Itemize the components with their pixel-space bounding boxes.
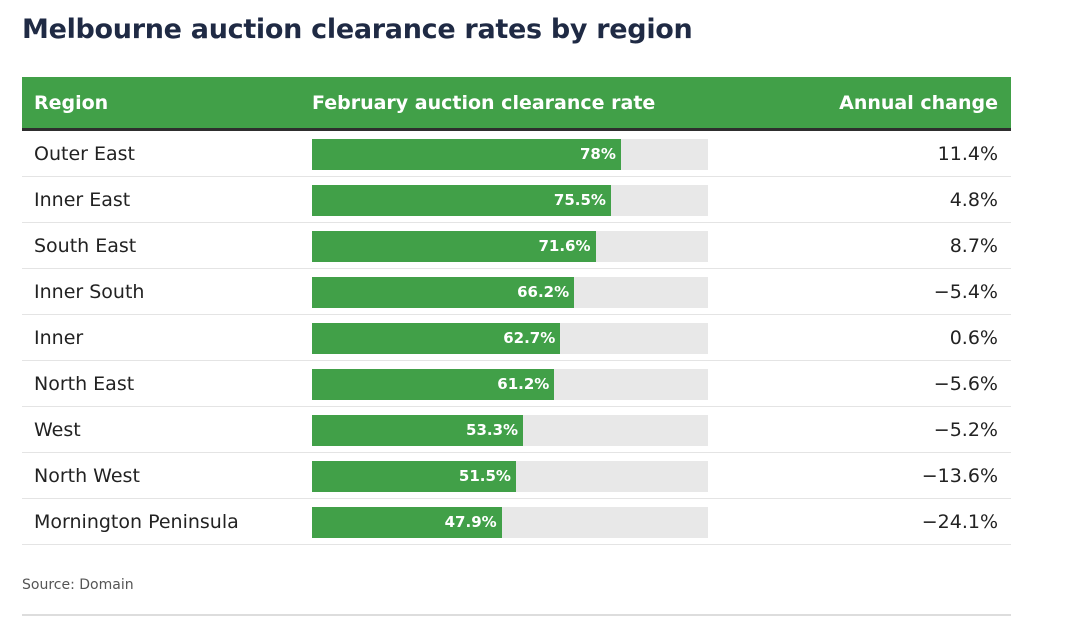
table-row: Inner 62.7% 0.6% (22, 315, 1011, 361)
region-label: Inner East (34, 189, 131, 211)
clearance-bar: 75.5% (312, 185, 611, 216)
bar-track: 75.5% (312, 185, 708, 216)
bar-value-label: 78% (579, 145, 616, 163)
clearance-bar: 61.2% (312, 369, 555, 400)
bar-value-label: 62.7% (503, 329, 556, 347)
region-label: Inner South (34, 281, 145, 303)
clearance-bar: 53.3% (312, 415, 524, 446)
table-row: Inner East 75.5% 4.8% (22, 177, 1011, 223)
table-row: Outer East 78% 11.4% (22, 131, 1011, 177)
region-label: North West (34, 465, 140, 487)
clearance-table: Region February auction clearance rate A… (22, 77, 1011, 545)
bar-value-label: 66.2% (517, 283, 570, 301)
clearance-bar: 71.6% (312, 231, 596, 262)
chart-title: Melbourne auction clearance rates by reg… (22, 14, 693, 45)
bottom-divider (22, 614, 1011, 616)
table-header: Region February auction clearance rate A… (22, 77, 1011, 131)
region-label: Outer East (34, 143, 135, 165)
annual-change-value: −24.1% (921, 511, 998, 533)
table-row: Inner South 66.2% −5.4% (22, 269, 1011, 315)
annual-change-value: 11.4% (937, 143, 998, 165)
annual-change-value: −5.2% (933, 419, 998, 441)
table-row: Mornington Peninsula 47.9% −24.1% (22, 499, 1011, 545)
annual-change-value: −13.6% (921, 465, 998, 487)
region-label: North East (34, 373, 135, 395)
table-row: North East 61.2% −5.6% (22, 361, 1011, 407)
source-note: Source: Domain (22, 577, 134, 593)
column-header-region: Region (34, 92, 109, 114)
bar-track: 51.5% (312, 461, 708, 492)
bar-value-label: 71.6% (538, 237, 591, 255)
region-label: Mornington Peninsula (34, 511, 239, 533)
clearance-bar: 47.9% (312, 507, 502, 538)
annual-change-value: 0.6% (949, 327, 998, 349)
bar-value-label: 47.9% (444, 513, 497, 531)
bar-value-label: 61.2% (497, 375, 550, 393)
clearance-bar: 66.2% (312, 277, 575, 308)
bar-value-label: 51.5% (458, 467, 511, 485)
clearance-bar: 62.7% (312, 323, 561, 354)
table-row: West 53.3% −5.2% (22, 407, 1011, 453)
column-header-change: Annual change (839, 92, 998, 114)
bar-track: 53.3% (312, 415, 708, 446)
annual-change-value: −5.4% (933, 281, 998, 303)
annual-change-value: −5.6% (933, 373, 998, 395)
annual-change-value: 8.7% (949, 235, 998, 257)
table-body: Outer East 78% 11.4% Inner East 75.5% 4.8% Sou… (22, 131, 1011, 545)
bar-track: 47.9% (312, 507, 708, 538)
region-label: West (34, 419, 81, 441)
column-header-rate: February auction clearance rate (312, 92, 656, 114)
bar-track: 62.7% (312, 323, 708, 354)
clearance-bar: 51.5% (312, 461, 516, 492)
clearance-bar: 78% (312, 139, 621, 170)
bar-track: 71.6% (312, 231, 708, 262)
bar-value-label: 53.3% (466, 421, 519, 439)
bar-track: 78% (312, 139, 708, 170)
table-row: South East 71.6% 8.7% (22, 223, 1011, 269)
region-label: South East (34, 235, 137, 257)
bar-value-label: 75.5% (553, 191, 606, 209)
annual-change-value: 4.8% (949, 189, 998, 211)
bar-track: 61.2% (312, 369, 708, 400)
table-row: North West 51.5% −13.6% (22, 453, 1011, 499)
bar-track: 66.2% (312, 277, 708, 308)
region-label: Inner (34, 327, 84, 349)
